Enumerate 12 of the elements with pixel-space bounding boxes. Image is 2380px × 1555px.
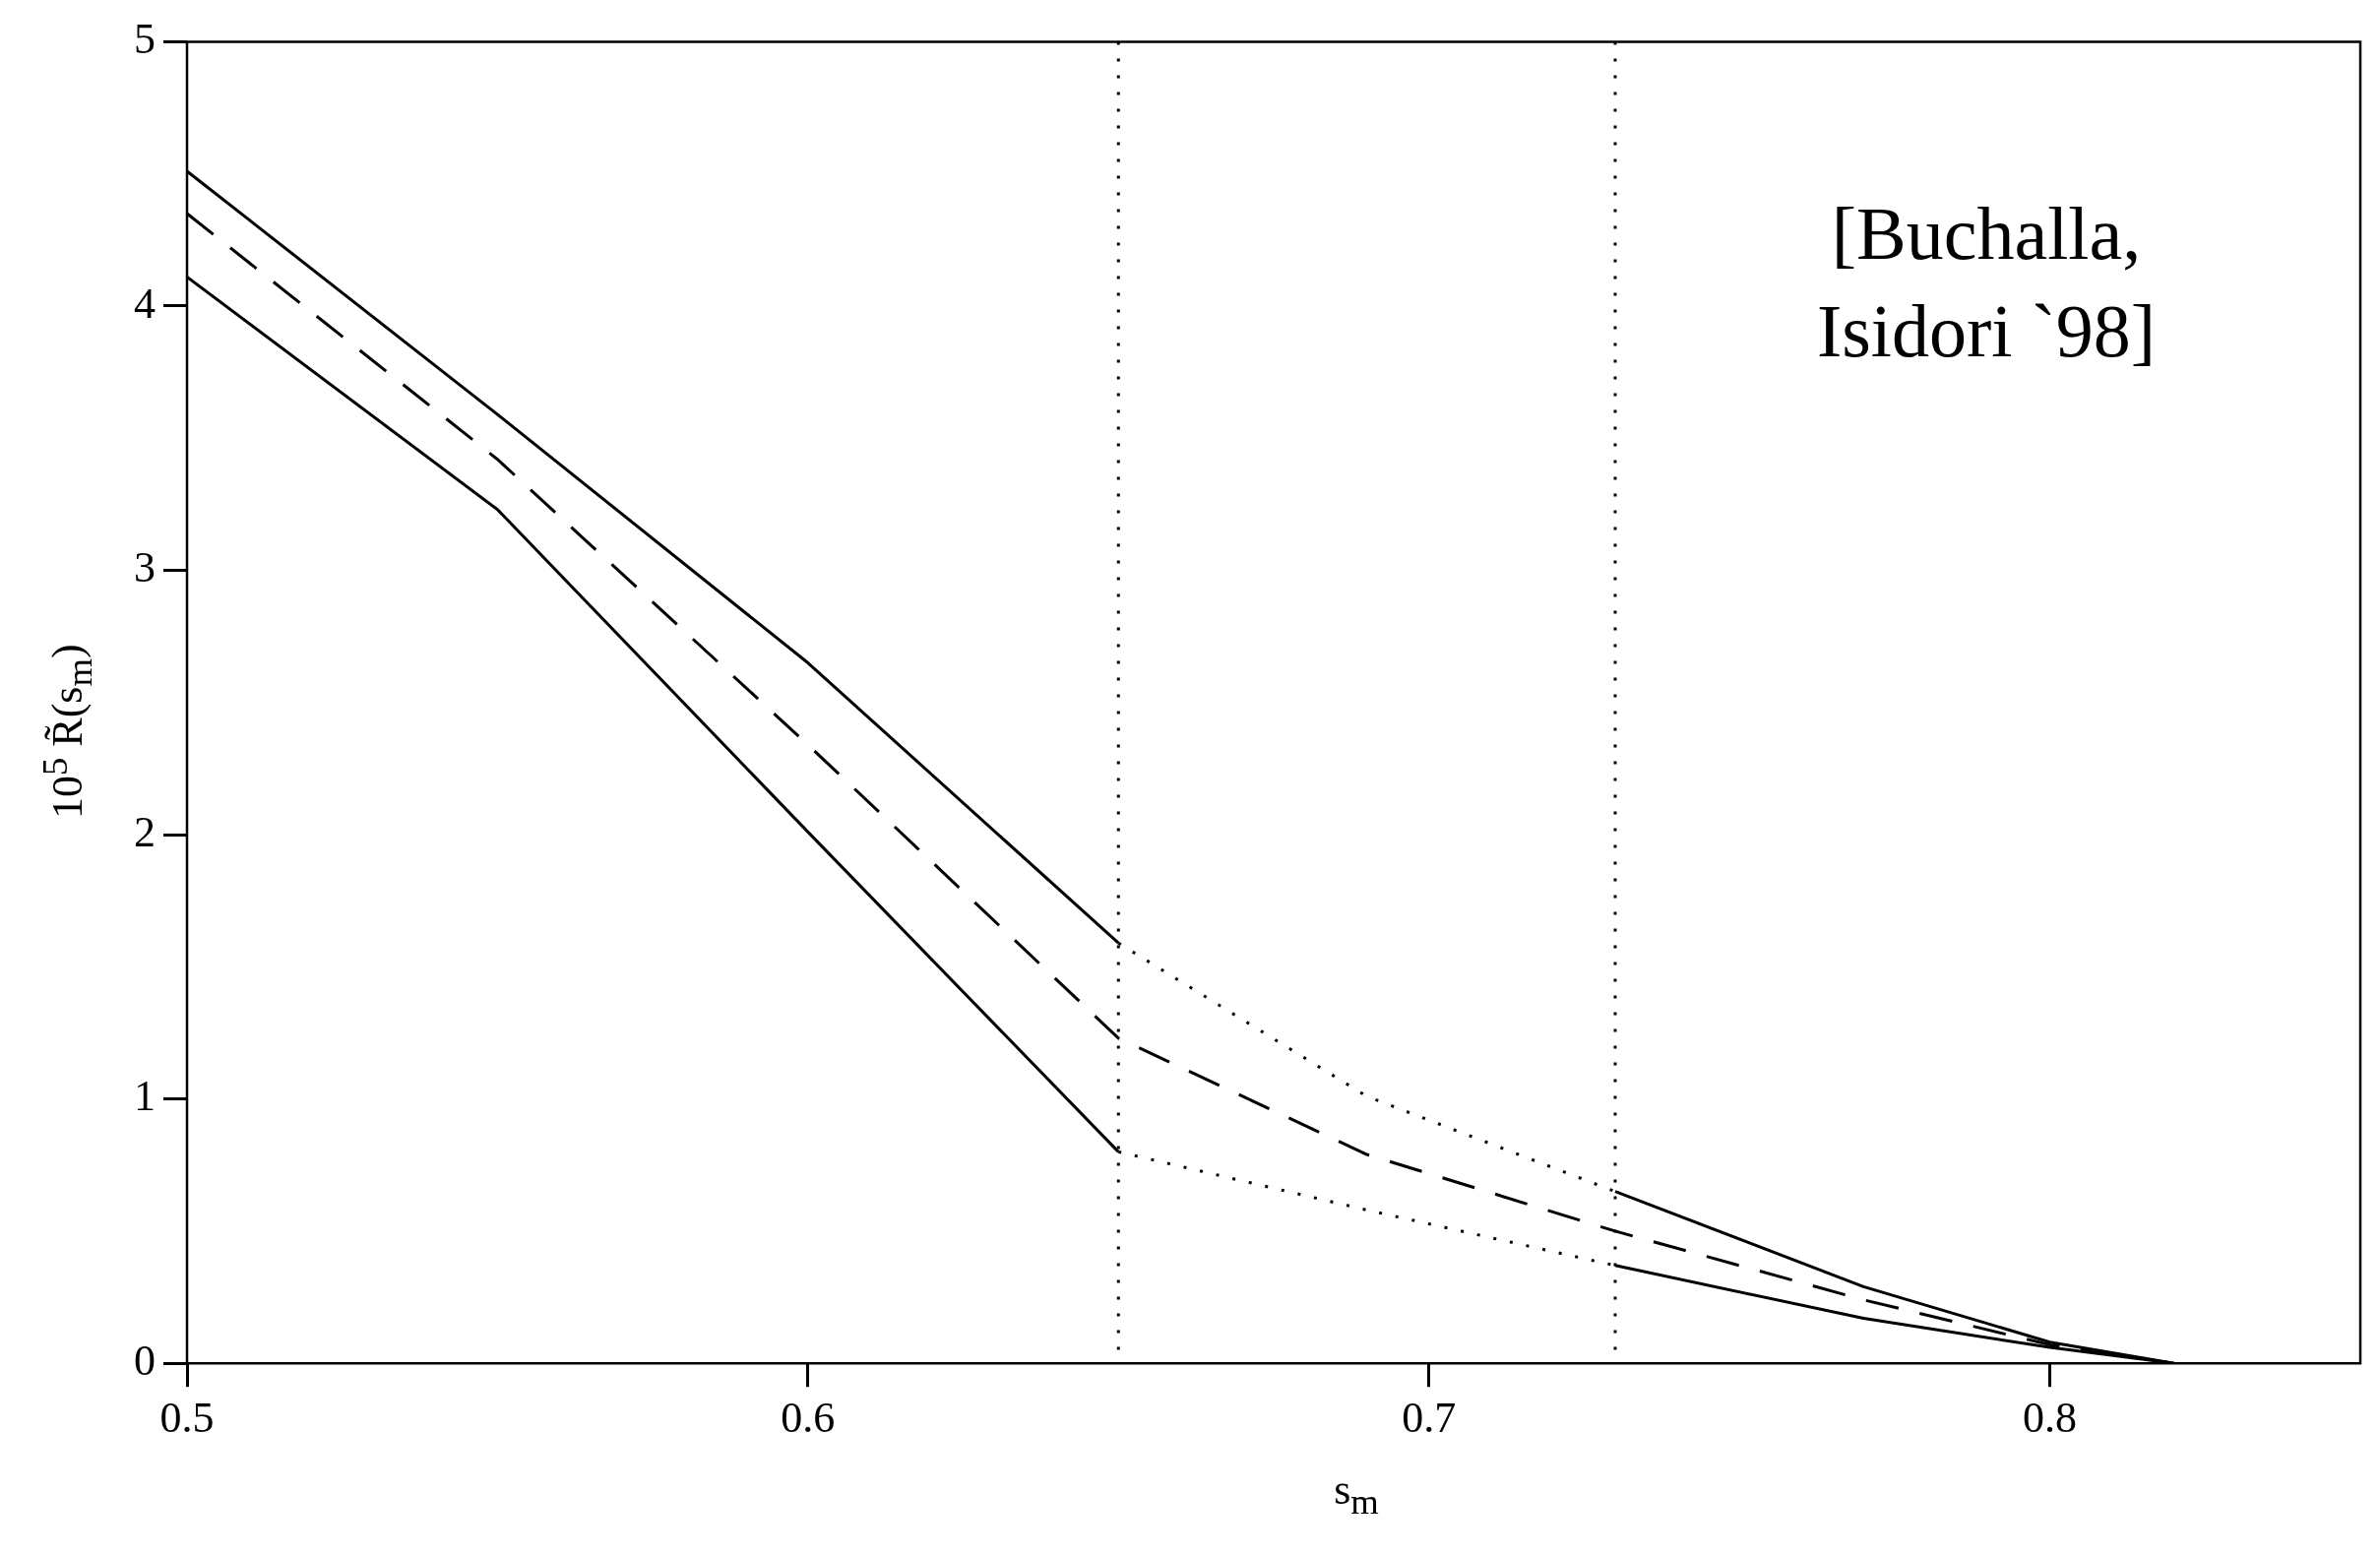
y-tick-label: 1 — [134, 1072, 156, 1121]
x-tick-label: 0.5 — [159, 1394, 215, 1443]
annotation: [Buchalla, Isidori `98] — [1815, 191, 2157, 374]
y-tick-label: 5 — [134, 14, 156, 63]
y-tick-label: 4 — [134, 279, 156, 328]
y-tick-label: 2 — [134, 807, 156, 856]
x-tick-label: 0.7 — [1402, 1394, 1457, 1443]
x-tick-label: 0.8 — [2023, 1394, 2078, 1443]
y-tick-label: 0 — [134, 1336, 156, 1385]
x-tick-label: 0.6 — [781, 1394, 836, 1443]
x-axis-title: s$_{m}$ — [1333, 1464, 1380, 1523]
y-tick-label: 3 — [134, 543, 156, 592]
